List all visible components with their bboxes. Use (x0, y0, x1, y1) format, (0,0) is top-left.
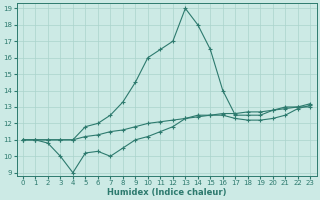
X-axis label: Humidex (Indice chaleur): Humidex (Indice chaleur) (107, 188, 226, 197)
